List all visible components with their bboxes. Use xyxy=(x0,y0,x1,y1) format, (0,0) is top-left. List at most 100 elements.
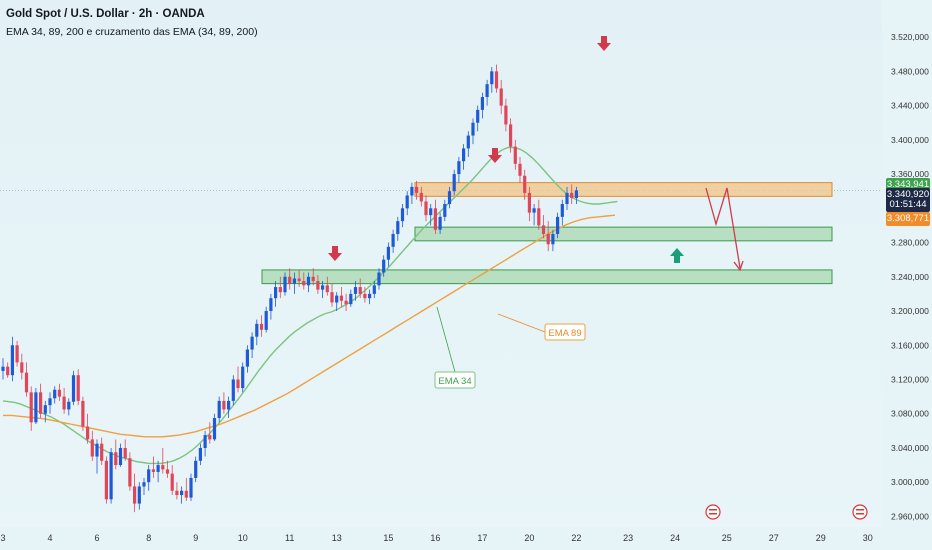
candle-body xyxy=(20,362,24,373)
x-tick-label: 11 xyxy=(285,533,294,543)
us-flag-stripe xyxy=(856,513,864,515)
candle-body xyxy=(400,208,405,222)
x-tick-label: 29 xyxy=(816,533,826,543)
candle-body xyxy=(485,84,489,98)
projection-path xyxy=(705,187,741,269)
zone-green xyxy=(414,226,833,242)
candle-body xyxy=(429,208,433,216)
us-flag-stripe xyxy=(709,513,717,515)
candle-body xyxy=(53,389,57,399)
x-tick-label: 17 xyxy=(477,533,487,543)
x-tick-label: 25 xyxy=(722,533,732,543)
candle-body xyxy=(321,285,325,290)
candle-body xyxy=(133,486,137,504)
candle-body xyxy=(311,276,315,282)
candle-body xyxy=(6,366,10,376)
us-flag-event-icon xyxy=(705,504,721,520)
y-tick-label: 3.080,000 xyxy=(891,409,929,419)
y-tick-label: 3.040,000 xyxy=(891,443,929,453)
candle-body xyxy=(419,192,423,202)
candle-body xyxy=(222,400,226,410)
y-tick-label: 3.280,000 xyxy=(891,238,929,248)
candle-body xyxy=(372,285,376,294)
us-flag-stripe xyxy=(709,509,717,511)
candle-body xyxy=(118,447,123,466)
candle-body xyxy=(137,486,141,504)
candle-body xyxy=(194,460,198,478)
candle-body xyxy=(208,435,212,440)
x-tick-label: 20 xyxy=(524,533,534,543)
candle-body xyxy=(433,208,437,230)
candle-body xyxy=(476,109,480,123)
candle-body xyxy=(165,469,170,474)
zone-green xyxy=(261,269,833,285)
candle-body xyxy=(100,443,104,461)
candle-body xyxy=(490,71,494,85)
arrow-down-marker xyxy=(328,246,342,261)
candle-body xyxy=(297,278,301,282)
candle-body xyxy=(231,379,235,401)
y-tick-label: 3.240,000 xyxy=(891,272,929,282)
x-tick-label: 30 xyxy=(863,533,873,543)
x-tick-label: 13 xyxy=(332,533,342,543)
candle-body xyxy=(283,276,287,293)
candle-body xyxy=(227,400,231,410)
candle-body xyxy=(278,287,282,293)
candle-body xyxy=(250,336,254,350)
price-tag-countdown: 01:51:44 xyxy=(886,197,930,212)
candle-body xyxy=(184,490,188,498)
candle-body xyxy=(523,175,527,193)
candle-body xyxy=(29,392,33,423)
candle-body xyxy=(325,285,329,293)
candle-body xyxy=(76,375,80,401)
candle-body xyxy=(358,287,362,294)
candle-body xyxy=(363,293,367,299)
candle-body xyxy=(203,435,207,448)
candle-body xyxy=(447,191,452,205)
candle-body xyxy=(570,192,574,199)
us-flag-stripe xyxy=(856,509,864,511)
candle-body xyxy=(156,465,160,472)
candle-body xyxy=(161,465,165,470)
arrow-up-marker xyxy=(670,248,684,263)
candle-body xyxy=(259,323,264,330)
x-tick-label: 15 xyxy=(383,533,393,543)
candle-body xyxy=(81,400,85,427)
x-tick-label: 22 xyxy=(571,533,581,543)
symbol-title[interactable]: Gold Spot / U.S. Dollar · 2h · OANDA xyxy=(6,8,205,20)
candle-body xyxy=(39,392,43,414)
candle-body xyxy=(391,233,395,247)
candle-body xyxy=(353,287,358,294)
candle-body xyxy=(471,122,475,136)
candle-body xyxy=(10,345,14,376)
candle-body xyxy=(527,192,531,213)
price-axis-panel xyxy=(882,0,932,550)
indicator-legend[interactable]: EMA 34, 89, 200 e cruzamento das EMA (34… xyxy=(6,26,258,38)
candle-body xyxy=(269,298,273,312)
candle-body xyxy=(114,452,118,466)
candle-body xyxy=(236,379,240,389)
candle-body xyxy=(104,460,108,500)
candle-body xyxy=(335,295,339,303)
ema34-callout-label: EMA 34 xyxy=(438,376,471,387)
candle-body xyxy=(386,246,390,260)
candle-body xyxy=(424,201,428,216)
y-tick-label: 2.960,000 xyxy=(891,511,929,521)
candle-body xyxy=(382,259,386,273)
candle-body xyxy=(330,292,334,303)
candle-body xyxy=(109,452,113,500)
candle-body xyxy=(67,401,71,410)
candle-body xyxy=(245,349,249,367)
candle-body xyxy=(443,204,447,217)
candle-body xyxy=(24,372,29,393)
y-tick-label: 3.480,000 xyxy=(891,66,929,76)
candle-body xyxy=(377,272,381,286)
candle-body xyxy=(288,276,292,284)
x-tick-label: 16 xyxy=(430,533,440,543)
candle-body xyxy=(541,225,546,234)
y-tick-label: 3.160,000 xyxy=(891,340,929,350)
candle-body xyxy=(142,482,146,487)
candle-body xyxy=(410,186,414,196)
candle-body xyxy=(90,439,94,457)
